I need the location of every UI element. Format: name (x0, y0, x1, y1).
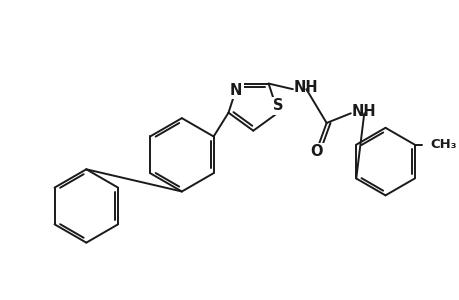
Text: NH: NH (351, 104, 375, 119)
Text: N: N (230, 83, 242, 98)
Text: O: O (310, 144, 323, 159)
Text: CH₃: CH₃ (429, 138, 456, 151)
Text: S: S (272, 98, 283, 113)
Text: NH: NH (293, 80, 318, 95)
